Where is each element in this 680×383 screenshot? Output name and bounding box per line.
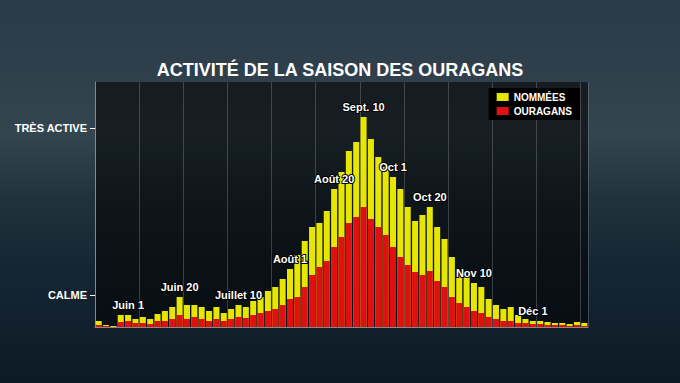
svg-text:TRÈS ACTIVE: TRÈS ACTIVE — [15, 122, 87, 134]
svg-text:Sept. 10: Sept. 10 — [342, 101, 384, 113]
svg-text:Août 20: Août 20 — [314, 173, 354, 185]
svg-text:Nov 10: Nov 10 — [456, 267, 492, 279]
svg-text:Juillet 10: Juillet 10 — [215, 289, 262, 301]
svg-text:Juin 20: Juin 20 — [161, 281, 199, 293]
svg-text:NOMMÉES: NOMMÉES — [514, 91, 566, 103]
svg-text:Oct 1: Oct 1 — [379, 161, 407, 173]
svg-text:Oct 20: Oct 20 — [413, 191, 447, 203]
svg-text:Déc 1: Déc 1 — [518, 305, 547, 317]
svg-text:Juin 1: Juin 1 — [112, 299, 144, 311]
svg-text:ACTIVITÉ DE LA SAISON DES OURA: ACTIVITÉ DE LA SAISON DES OURAGANS — [157, 59, 523, 80]
svg-text:Août 1: Août 1 — [273, 253, 307, 265]
svg-text:OURAGANS: OURAGANS — [514, 106, 573, 117]
svg-text:CALME: CALME — [48, 289, 87, 301]
